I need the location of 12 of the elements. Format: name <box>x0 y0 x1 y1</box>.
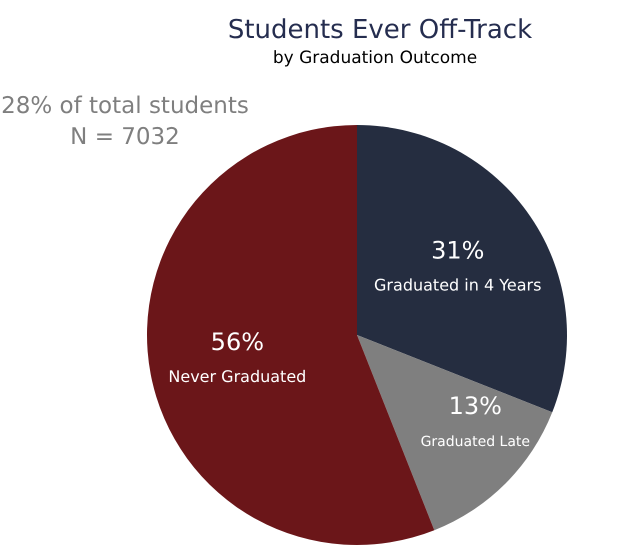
slice-label: Never Graduated <box>168 366 306 386</box>
data-label: 31% <box>431 236 484 265</box>
slice-label: Graduated in 4 Years <box>374 276 542 295</box>
chart-subtitle: by Graduation Outcome <box>272 48 478 68</box>
data-label: 13% <box>448 392 502 420</box>
pie-slice <box>357 125 567 412</box>
data-label: 56% <box>210 328 264 356</box>
pie-slice <box>357 335 552 530</box>
text: 28% of total students <box>1 93 249 119</box>
slice-label: Graduated Late <box>420 434 530 450</box>
chart-title: Students Ever Off-Track <box>228 15 532 45</box>
text: N = 7032 <box>70 124 180 150</box>
